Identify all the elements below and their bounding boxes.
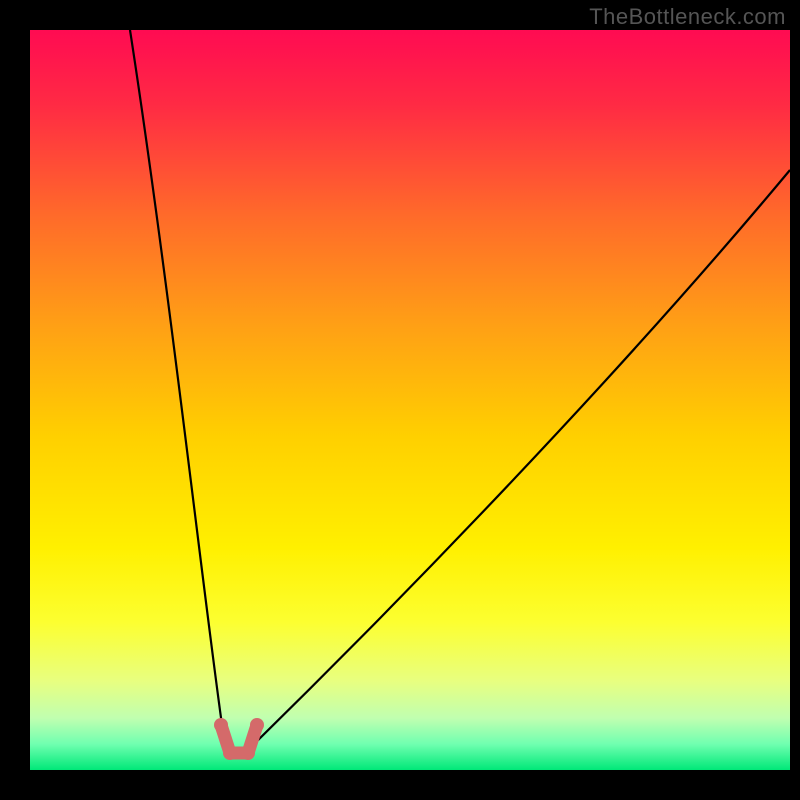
- curve-layer: [30, 30, 790, 770]
- watermark-text: TheBottleneck.com: [589, 4, 786, 30]
- plot-area: [30, 30, 790, 770]
- chart-frame: TheBottleneck.com: [0, 0, 800, 800]
